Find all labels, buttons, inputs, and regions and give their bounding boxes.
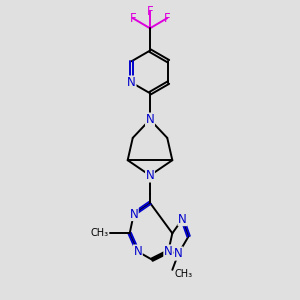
Text: N: N bbox=[127, 76, 136, 89]
Text: N: N bbox=[174, 247, 183, 260]
Text: F: F bbox=[147, 4, 153, 17]
Text: N: N bbox=[146, 169, 154, 182]
Text: CH₃: CH₃ bbox=[174, 269, 193, 279]
Text: N: N bbox=[178, 213, 187, 226]
Text: F: F bbox=[129, 12, 136, 25]
Text: N: N bbox=[134, 245, 142, 258]
Text: N: N bbox=[164, 245, 172, 258]
Text: N: N bbox=[129, 208, 138, 220]
Text: CH₃: CH₃ bbox=[90, 228, 108, 238]
Text: N: N bbox=[146, 113, 154, 126]
Text: F: F bbox=[164, 12, 171, 25]
